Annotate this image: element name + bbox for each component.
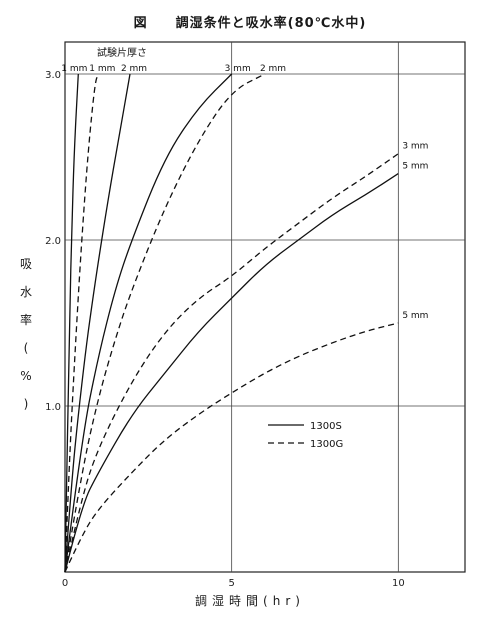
y-axis-label-char: 吸 — [19, 257, 32, 271]
x-tick-label: 5 — [228, 578, 234, 589]
y-axis-label-char: ( — [23, 341, 29, 355]
y-tick-label: 1.0 — [45, 402, 61, 413]
y-axis-label-char: 率 — [19, 313, 32, 327]
series-line-1300g-5mm — [64, 322, 399, 573]
y-tick-label: 2.0 — [45, 236, 61, 247]
x-axis-label: 調湿時間(hr) — [195, 594, 305, 608]
series-label: 5 mm — [402, 311, 428, 321]
series-label: 1 mm — [61, 64, 87, 74]
series-line-1300s-1mm — [64, 73, 79, 573]
series-label: 5 mm — [402, 162, 428, 172]
thickness-annotation-header: 試験片厚さ — [97, 48, 147, 59]
series-line-1300g-2mm — [64, 73, 266, 573]
series-line-1300s-2mm — [64, 73, 131, 573]
series-label: 3 mm — [402, 142, 428, 152]
y-axis-label-char: 水 — [19, 285, 32, 299]
chart-title: 図 調湿条件と吸水率(80℃水中) — [133, 16, 367, 31]
y-tick-label: 3.0 — [45, 70, 61, 81]
x-tick-label: 0 — [62, 578, 68, 589]
series-label: 2 mm — [121, 64, 147, 74]
legend-label-1300s: 1300S — [310, 421, 342, 432]
x-tick-label: 10 — [392, 578, 405, 589]
plot-frame — [64, 41, 466, 573]
y-axis-label-char: % — [20, 369, 32, 383]
series-label: 2 mm — [260, 64, 286, 74]
legend-label-1300g: 1300G — [310, 439, 343, 450]
y-axis-label-char: ) — [23, 397, 29, 411]
series-line-1300s-5mm — [64, 173, 399, 573]
series-label: 1 mm — [89, 64, 115, 74]
y-axis-label: 吸水率 (%) — [14, 250, 38, 418]
series-label: 3 mm — [225, 64, 251, 74]
series-line-1300s-3mm — [64, 73, 233, 573]
